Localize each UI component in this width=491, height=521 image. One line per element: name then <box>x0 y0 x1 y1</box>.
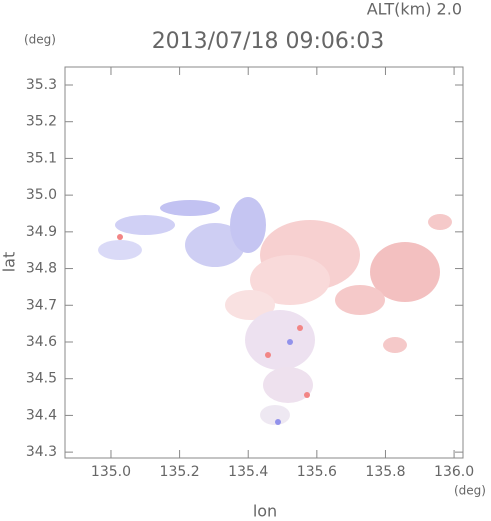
y-axis-label: lat <box>0 252 19 273</box>
echo-region <box>383 337 407 353</box>
y-tick-label: 35.0 <box>26 187 57 203</box>
y-tick-label: 34.3 <box>26 444 57 460</box>
echo-region <box>287 339 293 345</box>
radar-echoes <box>98 197 452 425</box>
x-tick-label: 136.0 <box>434 464 474 480</box>
y-tick-label: 35.1 <box>26 150 57 166</box>
echo-region <box>185 223 245 267</box>
y-tick-label: 34.4 <box>26 407 57 423</box>
echo-region <box>370 242 440 302</box>
echo-region <box>263 367 313 403</box>
echo-region <box>275 419 281 425</box>
echo-region <box>304 392 310 398</box>
y-tick-label: 34.6 <box>26 334 57 350</box>
echo-region <box>260 405 290 425</box>
y-tick-label: 34.7 <box>26 297 57 313</box>
x-tick-label: 135.4 <box>228 464 268 480</box>
x-tick-label: 135.8 <box>365 464 405 480</box>
echo-region <box>117 234 123 240</box>
x-tick-label: 135.0 <box>91 464 131 480</box>
y-unit: (deg) <box>24 33 56 47</box>
echo-region <box>160 200 220 216</box>
y-tick-label: 34.8 <box>26 261 57 277</box>
echo-region <box>245 310 315 370</box>
echo-region <box>98 240 142 260</box>
x-tick-label: 135.2 <box>160 464 200 480</box>
x-axis-label: lon <box>253 502 277 521</box>
echo-region <box>230 197 266 253</box>
y-tick-label: 34.9 <box>26 224 57 240</box>
echo-region <box>297 325 303 331</box>
altitude-label: ALT(km) 2.0 <box>367 0 462 19</box>
echo-region <box>115 215 175 235</box>
echo-region <box>428 214 452 230</box>
y-tick-label: 34.5 <box>26 371 57 387</box>
echo-region <box>225 290 275 320</box>
chart-title: 2013/07/18 09:06:03 <box>152 29 385 54</box>
x-tick-label: 135.6 <box>297 464 337 480</box>
y-tick-label: 35.3 <box>26 77 57 93</box>
echo-region <box>250 255 330 305</box>
x-unit: (deg) <box>454 484 486 498</box>
echo-region <box>335 285 385 315</box>
plot-frame <box>64 66 464 459</box>
echo-region <box>265 352 271 358</box>
y-tick-label: 35.2 <box>26 114 57 130</box>
